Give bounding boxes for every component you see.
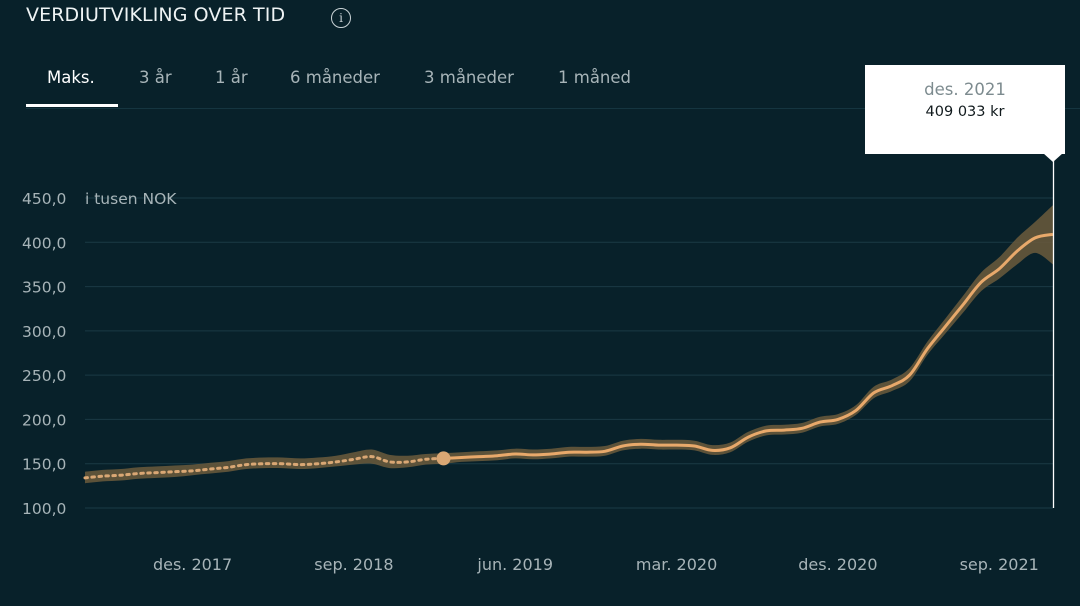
series-lines (83, 232, 1054, 480)
x-tick-label: mar. 2020 (636, 555, 717, 574)
x-tick-label: sep. 2018 (314, 555, 393, 574)
y-axis-ticks: 450,0 400,0 350,0 300,0 250,0 200,0 150,0 100,0 (22, 190, 66, 518)
y-tick-label: 450,0 (22, 190, 66, 208)
y-tick-label: 250,0 (22, 367, 66, 385)
split-point-marker (436, 451, 451, 466)
y-tick-label: 300,0 (22, 323, 66, 341)
tooltip-value: 409 033 kr (925, 104, 1005, 120)
info-icon[interactable]: i (331, 8, 351, 28)
y-tick-label: 100,0 (22, 500, 66, 518)
tab-3-months[interactable]: 3 måneder (424, 68, 514, 87)
y-tick-label: 400,0 (22, 234, 66, 252)
x-tick-label: sep. 2021 (960, 555, 1039, 574)
active-tab-indicator (26, 104, 118, 107)
tab-max[interactable]: Maks. (47, 68, 95, 87)
tabs-divider (26, 108, 1080, 109)
tab-6-months[interactable]: 6 måneder (290, 68, 380, 87)
tab-1-month[interactable]: 1 måned (558, 68, 632, 87)
estimated-series-line (443, 232, 1054, 460)
tooltip-date: des. 2021 (924, 80, 1006, 99)
tab-3-years[interactable]: 3 år (139, 68, 172, 87)
tab-1-year[interactable]: 1 år (215, 68, 248, 87)
y-tick-label: 200,0 (22, 411, 66, 429)
historical-series-line (83, 455, 445, 480)
page-title: VERDIUTVIKLING OVER TID (26, 4, 286, 26)
x-axis-ticks: des. 2017 sep. 2018 jun. 2019 mar. 2020 des.… (153, 555, 1039, 574)
confidence-band-area (85, 205, 1053, 484)
x-tick-label: jun. 2019 (476, 555, 553, 574)
x-tick-label: des. 2020 (798, 555, 877, 574)
y-axis-unit-label: i tusen NOK (85, 190, 177, 208)
period-tabs: Maks. 3 år 1 år 6 måneder 3 måneder 1 må… (26, 56, 1080, 108)
x-tick-label: des. 2017 (153, 555, 232, 574)
y-tick-label: 150,0 (22, 456, 66, 474)
value-tooltip: des. 2021 409 033 kr (865, 65, 1065, 162)
y-tick-label: 350,0 (22, 279, 66, 297)
confidence-band (85, 205, 1053, 484)
